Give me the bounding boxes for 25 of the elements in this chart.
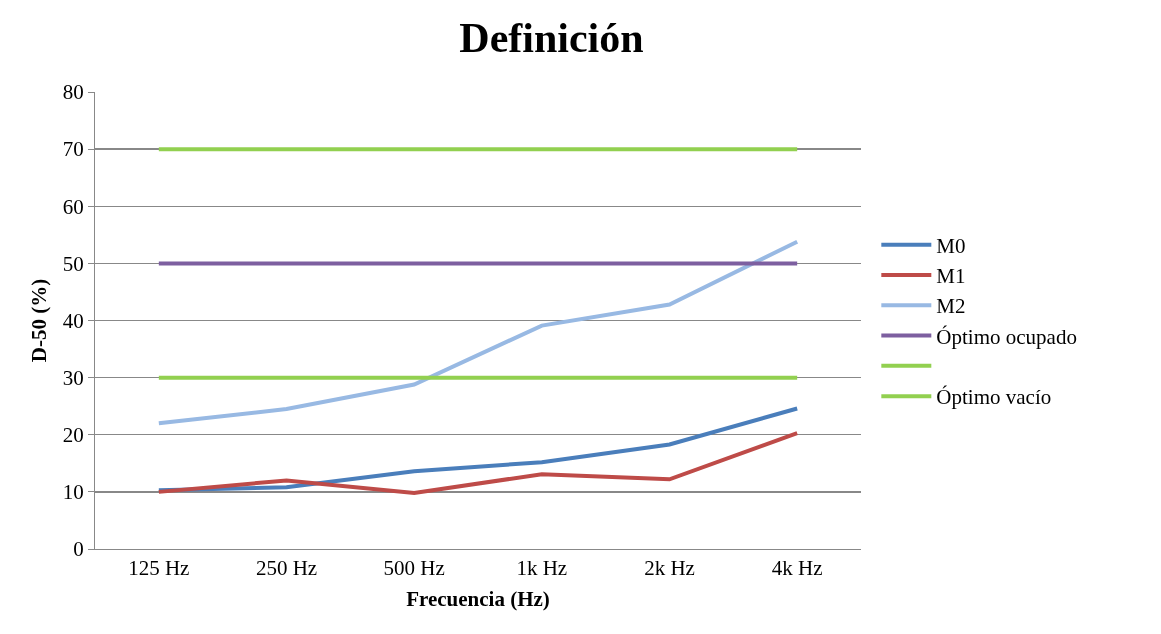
x-axis-title: Frecuencia (Hz) [406, 587, 550, 612]
line-series [156, 239, 800, 426]
x-tick-label: 500 Hz [383, 556, 445, 581]
x-tick-label: 250 Hz [255, 556, 318, 581]
y-tick-label: 30 [62, 365, 84, 390]
y-tick-label: 20 [62, 423, 84, 448]
y-tick-label: 80 [62, 80, 84, 105]
legend-label: Óptimo vacío [936, 385, 1052, 410]
legend-label: M2 [936, 294, 966, 319]
legend-label: Óptimo ocupado [936, 324, 1077, 349]
line-series [156, 431, 800, 496]
y-tick-label: 50 [62, 251, 84, 276]
y-tick-label: 10 [62, 480, 84, 505]
x-tick-label: 1k Hz [516, 556, 568, 581]
legend-label: M0 [936, 233, 966, 258]
chart-title: Definición [459, 14, 644, 61]
x-tick-label: 4k Hz [771, 556, 823, 581]
y-tick-label: 0 [73, 537, 84, 562]
x-tick-label: 125 Hz [128, 556, 190, 581]
legend-label: M1 [936, 264, 966, 289]
y-tick-label: 70 [62, 137, 84, 162]
y-tick-label: 40 [62, 308, 84, 333]
x-tick-label: 2k Hz [644, 556, 695, 581]
y-axis-title: D-50 (%) [26, 278, 51, 363]
y-tick-label: 60 [62, 194, 84, 219]
